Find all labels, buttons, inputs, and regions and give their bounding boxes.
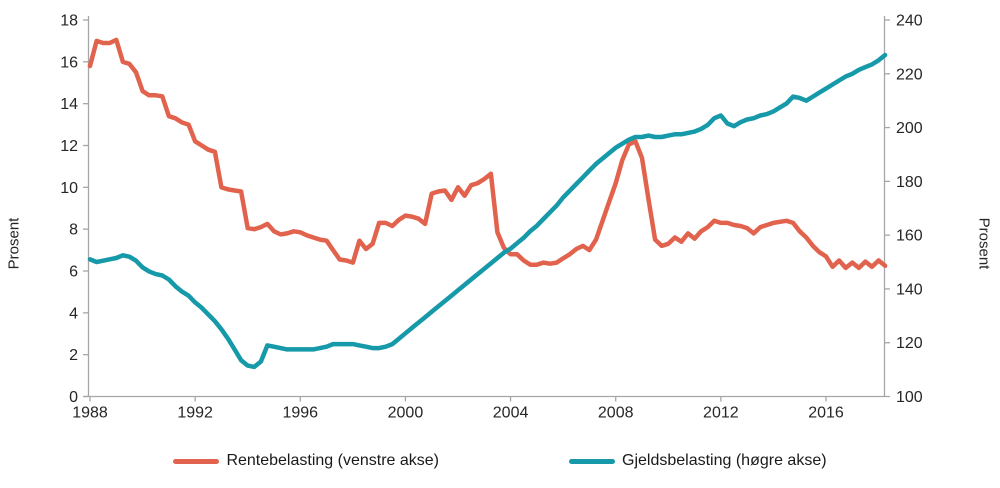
left-axis-tick-label: 12	[60, 138, 78, 155]
left-axis-tick-label: 16	[60, 54, 78, 71]
x-axis-tick-label: 2012	[703, 405, 739, 422]
right-axis-tick-label: 140	[896, 281, 923, 298]
right-axis-tick-label: 200	[896, 120, 923, 137]
left-axis-tick-label: 18	[60, 13, 78, 30]
right-axis-tick-label: 160	[896, 228, 923, 245]
rentebelasting-line-swatch	[173, 458, 220, 464]
legend-label-gjeldsbelasting: Gjeldsbelasting (høgre akse)	[622, 452, 827, 469]
series-line-rentebelasting	[87, 37, 888, 271]
left-axis-tick-label: 10	[60, 180, 78, 197]
left-axis-tick-label: 2	[69, 347, 78, 364]
legend-item-rentebelasting: Rentebelasting (venstre akse)	[173, 452, 439, 470]
left-axis-tick-label: 0	[69, 389, 78, 406]
left-axis-tick-label: 4	[69, 305, 78, 322]
right-axis-tick-label: 180	[896, 174, 923, 191]
x-axis-tick-label: 2008	[598, 405, 634, 422]
legend-label-rentebelasting: Rentebelasting (venstre akse)	[226, 452, 439, 469]
x-axis-tick-label: 2000	[388, 405, 424, 422]
x-axis-tick-label: 1992	[177, 405, 213, 422]
right-axis-tick-label: 100	[896, 389, 923, 406]
x-axis-tick-label: 1996	[282, 405, 318, 422]
x-axis-tick-label: 2004	[493, 405, 529, 422]
right-axis-tick-label: 240	[896, 13, 923, 30]
gjeldsbelasting-line-swatch	[569, 458, 615, 464]
left-axis-tick-label: 6	[69, 264, 78, 281]
x-axis-tick-label: 2016	[808, 405, 844, 422]
legend: Rentebelasting (venstre akse) Gjeldsbela…	[0, 452, 1000, 470]
legend-item-gjeldsbelasting: Gjeldsbelasting (høgre akse)	[569, 452, 827, 470]
x-axis-tick-label: 1988	[72, 405, 108, 422]
right-axis-tick-label: 220	[896, 66, 923, 83]
left-axis-tick-label: 14	[60, 96, 78, 113]
right-axis-tick-label: 120	[896, 335, 923, 352]
series-line-gjeldsbelasting	[87, 52, 888, 370]
left-axis-tick-label: 8	[69, 222, 78, 239]
